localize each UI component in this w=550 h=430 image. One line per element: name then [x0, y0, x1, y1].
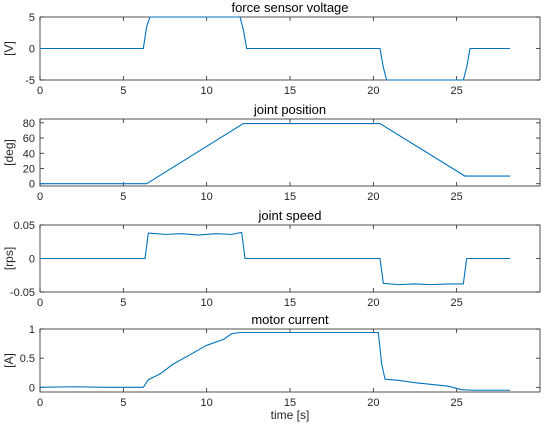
y-tick-label: 20 — [23, 163, 35, 175]
x-tick-label: 15 — [284, 297, 296, 309]
y-tick-label: 5 — [29, 12, 35, 24]
data-line-4-1 — [39, 331, 510, 391]
x-tick-label: 10 — [201, 191, 213, 203]
x-tick-label: 25 — [451, 191, 463, 203]
y-axis-label: [A] — [2, 353, 16, 368]
x-tick-label: 20 — [367, 297, 379, 309]
data-line-1-1 — [40, 16, 510, 81]
x-tick-label: 5 — [120, 397, 126, 409]
x-tick-label: 5 — [120, 297, 126, 309]
subplot-title: joint position — [253, 102, 326, 117]
x-tick-label: 20 — [367, 191, 379, 203]
y-tick-label: 80 — [23, 118, 35, 130]
x-tick-label: 25 — [451, 297, 463, 309]
x-tick-label: 15 — [284, 191, 296, 203]
subplot-2: 0 5 10 15 20 25 0 20 40 60 80 joint position [deg] — [2, 102, 541, 203]
data-line-3-1 — [40, 231, 510, 286]
y-tick-label: 0.05 — [14, 220, 35, 232]
subplot-title: joint speed — [258, 208, 322, 223]
x-tick-label: 25 — [451, 397, 463, 409]
x-tick-label: 0 — [37, 191, 43, 203]
x-tick-label: 15 — [284, 85, 296, 97]
x-tick-label: 20 — [367, 397, 379, 409]
x-tick-label: 10 — [201, 397, 213, 409]
y-tick-label: 0 — [29, 44, 35, 56]
data-line-2-1 — [40, 123, 510, 185]
y-tick-label: 0 — [29, 254, 35, 266]
y-axis-label: [V] — [2, 41, 16, 56]
subplot-title: motor current — [251, 312, 329, 327]
y-tick-label: -5 — [25, 75, 35, 87]
y-tick-label: 0.5 — [20, 353, 35, 365]
subplot-title: force sensor voltage — [231, 0, 348, 15]
x-tick-label: 20 — [367, 85, 379, 97]
x-tick-label: 0 — [37, 297, 43, 309]
y-axis-label: [rps] — [2, 247, 16, 270]
x-tick-label: 0 — [37, 397, 43, 409]
x-tick-label: 25 — [451, 85, 463, 97]
x-tick-label: 5 — [120, 85, 126, 97]
x-tick-label: 0 — [37, 85, 43, 97]
x-tick-label: 10 — [201, 85, 213, 97]
y-tick-label: 0 — [29, 382, 35, 394]
x-axis-label: time [s] — [271, 408, 310, 422]
y-tick-label: -0.05 — [10, 287, 35, 299]
y-tick-label: 60 — [23, 133, 35, 145]
y-tick-label: 40 — [23, 148, 35, 160]
y-tick-label: 0 — [29, 179, 35, 191]
axes-frame — [39, 118, 541, 187]
axes-frame — [39, 328, 541, 393]
x-tick-label: 10 — [201, 297, 213, 309]
y-tick-label: 1 — [29, 324, 35, 336]
x-tick-label: 5 — [120, 191, 126, 203]
y-axis-label: [deg] — [2, 139, 16, 166]
subplot-4: 0 5 10 15 20 25 0 0.5 1 motor current [A] time [s] — [2, 312, 541, 422]
x-tick-label: 15 — [284, 397, 296, 409]
